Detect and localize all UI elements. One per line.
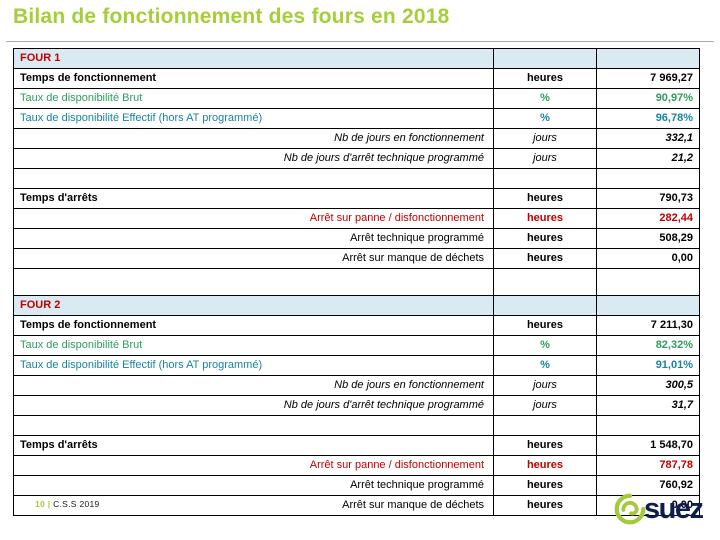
table-row: Temps de fonctionnement heures 7 969,27: [13, 68, 700, 89]
table-row: Temps d'arrêts heures 790,73: [13, 188, 700, 209]
row-unit: heures: [493, 248, 597, 269]
row-label: Arrêt sur panne / disfonctionnement: [13, 208, 494, 229]
title-underline: [6, 41, 714, 42]
row-unit: heures: [493, 455, 597, 476]
row-value: 332,1: [596, 128, 700, 149]
row-value: 300,5: [596, 375, 700, 396]
table-row: Arrêt technique programmé heures 508,29: [13, 228, 700, 249]
row-unit: jours: [493, 375, 597, 396]
row-unit: %: [493, 335, 597, 356]
row-value: 96,78%: [596, 108, 700, 129]
row-label: Nb de jours en fonctionnement: [13, 375, 494, 396]
row-label: Taux de disponibilité Brut: [13, 88, 494, 109]
row-unit: jours: [493, 395, 597, 416]
table-row: Nb de jours d'arrêt technique programmé …: [13, 395, 700, 416]
row-unit: heures: [493, 475, 597, 496]
page-title: Bilan de fonctionnement des fours en 201…: [13, 5, 450, 28]
table-row: Taux de disponibilité Effectif (hors AT …: [13, 108, 700, 129]
row-value: 21,2: [596, 148, 700, 169]
report-table: FOUR 1 Temps de fonctionnement heures 7 …: [13, 48, 700, 516]
table-row: Arrêt sur panne / disfonctionnement heur…: [13, 455, 700, 476]
row-value: 508,29: [596, 228, 700, 249]
row-unit: heures: [493, 228, 597, 249]
row-unit: heures: [493, 495, 597, 516]
row-value: 0,00: [596, 248, 700, 269]
row-label: Temps d'arrêts: [13, 435, 494, 456]
table-row: Nb de jours en fonctionnement jours 332,…: [13, 128, 700, 149]
section-row-four-1: FOUR 1: [13, 48, 700, 69]
row-label: Temps d'arrêts: [13, 188, 494, 209]
row-label: Arrêt technique programmé: [13, 475, 494, 496]
row-unit: heures: [493, 68, 597, 89]
row-value: 7 211,30: [596, 315, 700, 336]
row-label: Taux de disponibilité Brut: [13, 335, 494, 356]
row-label: Temps de fonctionnement: [13, 68, 494, 89]
section-label: FOUR 1: [13, 48, 494, 69]
table-row: Temps de fonctionnement heures 7 211,30: [13, 315, 700, 336]
table-row: Arrêt sur manque de déchets heures 0,00: [13, 495, 700, 516]
table-row: Taux de disponibilité Effectif (hors AT …: [13, 355, 700, 376]
row-label: Temps de fonctionnement: [13, 315, 494, 336]
row-value: 91,01%: [596, 355, 700, 376]
row-unit: heures: [493, 435, 597, 456]
table-row: Temps d'arrêts heures 1 548,70: [13, 435, 700, 456]
row-label: Arrêt technique programmé: [13, 228, 494, 249]
row-value: [596, 295, 700, 316]
row-value: 787,78: [596, 455, 700, 476]
row-unit: jours: [493, 128, 597, 149]
row-label: Nb de jours d'arrêt technique programmé: [13, 148, 494, 169]
suez-swirl-icon: [611, 490, 649, 528]
row-value: 82,32%: [596, 335, 700, 356]
row-label: Taux de disponibilité Effectif (hors AT …: [13, 355, 494, 376]
table-row: Taux de disponibilité Brut % 90,97%: [13, 88, 700, 109]
table-row: Arrêt sur manque de déchets heures 0,00: [13, 248, 700, 269]
row-label: Nb de jours d'arrêt technique programmé: [13, 395, 494, 416]
row-unit: %: [493, 355, 597, 376]
row-unit: jours: [493, 148, 597, 169]
row-label: Arrêt sur manque de déchets: [13, 495, 494, 516]
table-row: Nb de jours en fonctionnement jours 300,…: [13, 375, 700, 396]
row-label: Arrêt sur manque de déchets: [13, 248, 494, 269]
row-label: Taux de disponibilité Effectif (hors AT …: [13, 108, 494, 129]
row-unit: heures: [493, 188, 597, 209]
section-label: FOUR 2: [13, 295, 494, 316]
row-unit: heures: [493, 315, 597, 336]
row-value: [596, 48, 700, 69]
section-row-four-2: FOUR 2: [13, 295, 700, 316]
row-value: 31,7: [596, 395, 700, 416]
row-unit: heures: [493, 208, 597, 229]
row-label: Arrêt sur panne / disfonctionnement: [13, 455, 494, 476]
table-row: Arrêt sur panne / disfonctionnement heur…: [13, 208, 700, 229]
row-value: 1 548,70: [596, 435, 700, 456]
row-value: 790,73: [596, 188, 700, 209]
table-row: Arrêt technique programmé heures 760,92: [13, 475, 700, 496]
row-unit: %: [493, 88, 597, 109]
table-row: Nb de jours d'arrêt technique programmé …: [13, 148, 700, 169]
table-row: Taux de disponibilité Brut % 82,32%: [13, 335, 700, 356]
suez-logo: suez: [611, 490, 704, 528]
empty-row: [13, 168, 700, 189]
row-value: 7 969,27: [596, 68, 700, 89]
row-label: Nb de jours en fonctionnement: [13, 128, 494, 149]
row-unit: %: [493, 108, 597, 129]
suez-logo-text: suez: [644, 492, 704, 525]
row-unit: [493, 48, 597, 69]
row-unit: [493, 295, 597, 316]
row-value: 90,97%: [596, 88, 700, 109]
empty-row: [13, 415, 700, 436]
row-value: 282,44: [596, 208, 700, 229]
empty-row: [13, 268, 700, 296]
